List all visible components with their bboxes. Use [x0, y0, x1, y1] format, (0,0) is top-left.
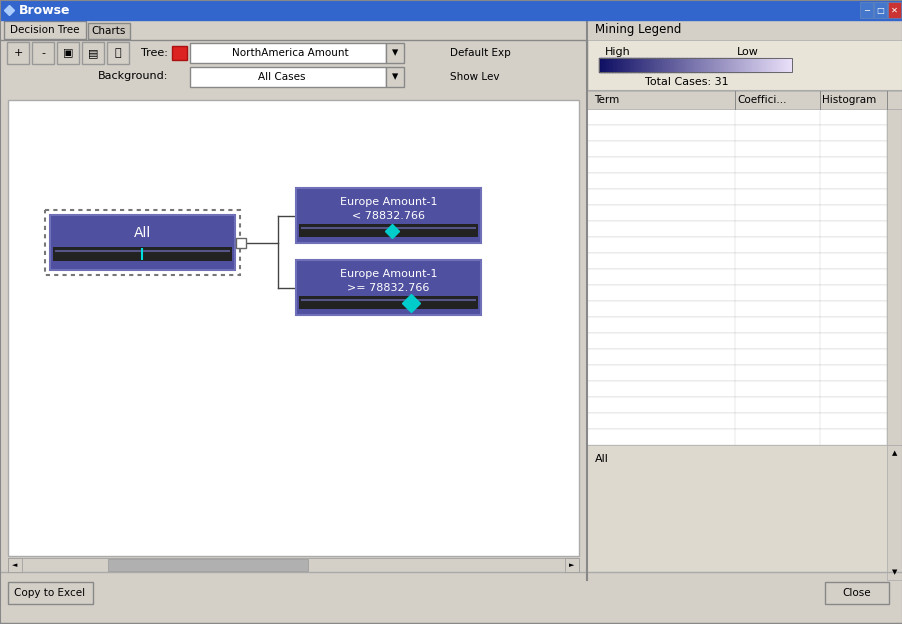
- FancyBboxPatch shape: [586, 205, 886, 221]
- FancyBboxPatch shape: [586, 285, 886, 301]
- FancyBboxPatch shape: [586, 301, 886, 317]
- Text: ►: ►: [568, 562, 574, 568]
- FancyBboxPatch shape: [106, 42, 129, 64]
- Text: Browse: Browse: [19, 4, 70, 16]
- Text: Background:: Background:: [97, 71, 168, 81]
- FancyBboxPatch shape: [0, 0, 902, 20]
- FancyBboxPatch shape: [586, 317, 886, 333]
- FancyBboxPatch shape: [586, 429, 886, 445]
- FancyBboxPatch shape: [886, 445, 902, 580]
- FancyBboxPatch shape: [0, 20, 902, 624]
- FancyBboxPatch shape: [586, 173, 886, 189]
- FancyBboxPatch shape: [586, 237, 886, 253]
- FancyBboxPatch shape: [82, 42, 104, 64]
- FancyBboxPatch shape: [873, 2, 886, 18]
- Text: >= 78832.766: >= 78832.766: [347, 283, 429, 293]
- Text: Tree:: Tree:: [141, 48, 168, 58]
- Text: ▼: ▼: [891, 569, 897, 575]
- FancyBboxPatch shape: [385, 67, 403, 87]
- Text: All Cases: All Cases: [258, 72, 306, 82]
- Text: NorthAmerica Amount: NorthAmerica Amount: [232, 48, 348, 58]
- FancyBboxPatch shape: [565, 558, 578, 572]
- FancyBboxPatch shape: [586, 109, 886, 125]
- FancyBboxPatch shape: [189, 43, 385, 63]
- Text: ✕: ✕: [890, 6, 897, 14]
- Text: Coeffici...: Coeffici...: [736, 95, 786, 105]
- Text: ▾: ▾: [391, 47, 398, 59]
- Text: Mining Legend: Mining Legend: [594, 24, 681, 36]
- FancyBboxPatch shape: [586, 269, 886, 285]
- FancyBboxPatch shape: [296, 260, 481, 315]
- Text: ◄: ◄: [13, 562, 18, 568]
- FancyBboxPatch shape: [586, 221, 886, 237]
- Text: Total Cases: 31: Total Cases: 31: [644, 77, 728, 87]
- FancyBboxPatch shape: [7, 42, 29, 64]
- FancyBboxPatch shape: [586, 349, 886, 365]
- FancyBboxPatch shape: [8, 558, 22, 572]
- FancyBboxPatch shape: [586, 397, 886, 413]
- FancyBboxPatch shape: [189, 67, 385, 87]
- FancyBboxPatch shape: [87, 23, 130, 39]
- FancyBboxPatch shape: [886, 109, 902, 445]
- FancyBboxPatch shape: [586, 189, 886, 205]
- Text: All: All: [133, 226, 151, 240]
- FancyBboxPatch shape: [8, 582, 93, 604]
- FancyBboxPatch shape: [8, 558, 578, 572]
- Text: Copy to Excel: Copy to Excel: [14, 588, 86, 598]
- Text: ▲: ▲: [891, 450, 897, 456]
- Text: ▣: ▣: [62, 48, 73, 58]
- FancyBboxPatch shape: [586, 413, 886, 429]
- FancyBboxPatch shape: [586, 91, 902, 109]
- FancyBboxPatch shape: [32, 42, 54, 64]
- FancyBboxPatch shape: [887, 2, 900, 18]
- Text: ─: ─: [863, 6, 868, 14]
- Text: All: All: [594, 454, 608, 464]
- Text: Charts: Charts: [92, 26, 126, 36]
- FancyBboxPatch shape: [171, 46, 187, 60]
- FancyBboxPatch shape: [586, 333, 886, 349]
- FancyBboxPatch shape: [586, 125, 886, 141]
- FancyBboxPatch shape: [53, 247, 232, 261]
- Text: +: +: [14, 48, 23, 58]
- FancyBboxPatch shape: [385, 43, 403, 63]
- Text: ⛶: ⛶: [115, 48, 121, 58]
- Text: Term: Term: [594, 95, 619, 105]
- FancyBboxPatch shape: [586, 157, 886, 173]
- FancyBboxPatch shape: [108, 559, 308, 571]
- FancyBboxPatch shape: [8, 100, 578, 556]
- Text: Close: Close: [842, 588, 870, 598]
- Text: □: □: [876, 6, 883, 14]
- Text: Histogram: Histogram: [821, 95, 875, 105]
- FancyBboxPatch shape: [50, 215, 235, 270]
- FancyBboxPatch shape: [235, 238, 245, 248]
- FancyBboxPatch shape: [57, 42, 78, 64]
- FancyBboxPatch shape: [859, 2, 872, 18]
- Text: High: High: [604, 47, 630, 57]
- Text: Show Lev: Show Lev: [449, 72, 499, 82]
- FancyBboxPatch shape: [586, 20, 902, 40]
- Text: Default Exp: Default Exp: [449, 48, 511, 58]
- FancyBboxPatch shape: [824, 582, 888, 604]
- FancyBboxPatch shape: [4, 21, 86, 39]
- FancyBboxPatch shape: [0, 572, 902, 624]
- Text: Europe Amount-1: Europe Amount-1: [339, 197, 437, 207]
- Text: < 78832.766: < 78832.766: [352, 211, 425, 221]
- Text: Europe Amount-1: Europe Amount-1: [339, 269, 437, 279]
- Text: Low: Low: [736, 47, 758, 57]
- FancyBboxPatch shape: [586, 445, 902, 580]
- FancyBboxPatch shape: [586, 381, 886, 397]
- FancyBboxPatch shape: [296, 188, 481, 243]
- FancyBboxPatch shape: [299, 224, 477, 237]
- Text: Decision Tree: Decision Tree: [10, 25, 79, 35]
- FancyBboxPatch shape: [299, 296, 477, 309]
- Text: ▤: ▤: [87, 48, 98, 58]
- FancyBboxPatch shape: [586, 141, 886, 157]
- Text: -: -: [41, 48, 45, 58]
- FancyBboxPatch shape: [586, 253, 886, 269]
- Text: ▾: ▾: [391, 71, 398, 84]
- FancyBboxPatch shape: [586, 365, 886, 381]
- FancyBboxPatch shape: [586, 20, 902, 598]
